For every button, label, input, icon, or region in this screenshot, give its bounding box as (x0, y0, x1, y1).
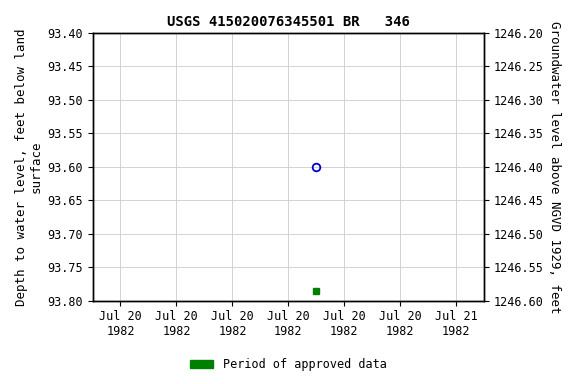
Y-axis label: Depth to water level, feet below land
surface: Depth to water level, feet below land su… (15, 28, 43, 306)
Title: USGS 415020076345501 BR   346: USGS 415020076345501 BR 346 (167, 15, 410, 29)
Y-axis label: Groundwater level above NGVD 1929, feet: Groundwater level above NGVD 1929, feet (548, 20, 561, 313)
Legend: Period of approved data: Period of approved data (185, 354, 391, 376)
